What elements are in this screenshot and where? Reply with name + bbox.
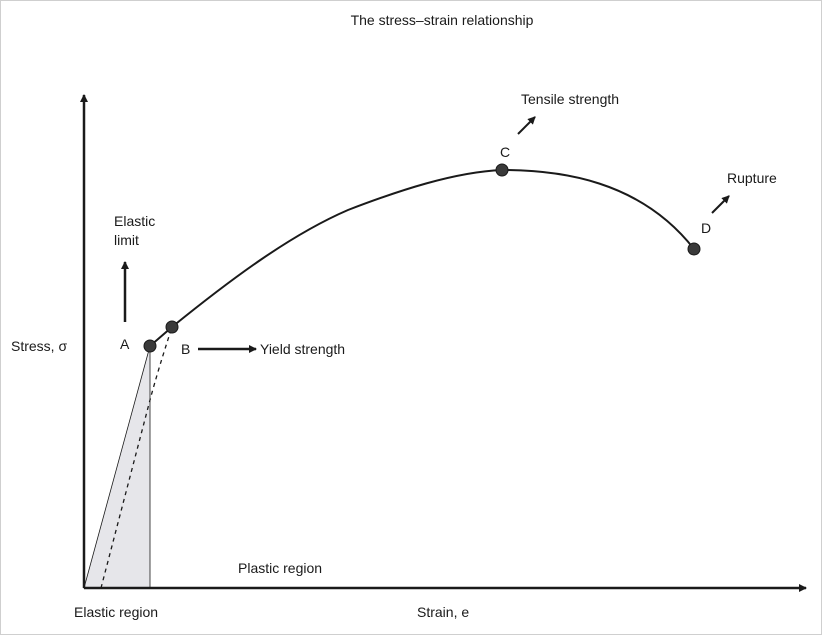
point-b-marker	[165, 320, 179, 334]
point-b-label: B	[181, 341, 190, 357]
yield-strength-label: Yield strength	[260, 341, 345, 357]
point-c-marker	[495, 163, 509, 177]
elastic-limit-label-line1: Elastic	[114, 213, 155, 229]
rupture-label: Rupture	[727, 170, 777, 186]
plastic-region-label: Plastic region	[238, 560, 322, 576]
point-d-label: D	[701, 220, 711, 236]
rupture-arrow	[711, 195, 730, 214]
diagram-title: The stress–strain relationship	[351, 12, 534, 28]
elastic-limit-label-line2: limit	[114, 232, 139, 248]
elastic-region-shading	[83, 345, 151, 589]
tensile-strength-label: Tensile strength	[521, 91, 619, 107]
x-axis-label: Strain, e	[417, 604, 469, 620]
elastic-region-label: Elastic region	[74, 604, 158, 620]
point-a-label: A	[120, 336, 130, 352]
offset-dashed-line	[100, 326, 173, 589]
stress-strain-curve	[149, 168, 695, 347]
point-a-marker	[143, 339, 157, 353]
tensile-strength-arrow	[517, 116, 536, 135]
point-c-label: C	[500, 144, 510, 160]
point-d-marker	[687, 242, 701, 256]
y-axis-label: Stress, σ	[11, 338, 67, 354]
